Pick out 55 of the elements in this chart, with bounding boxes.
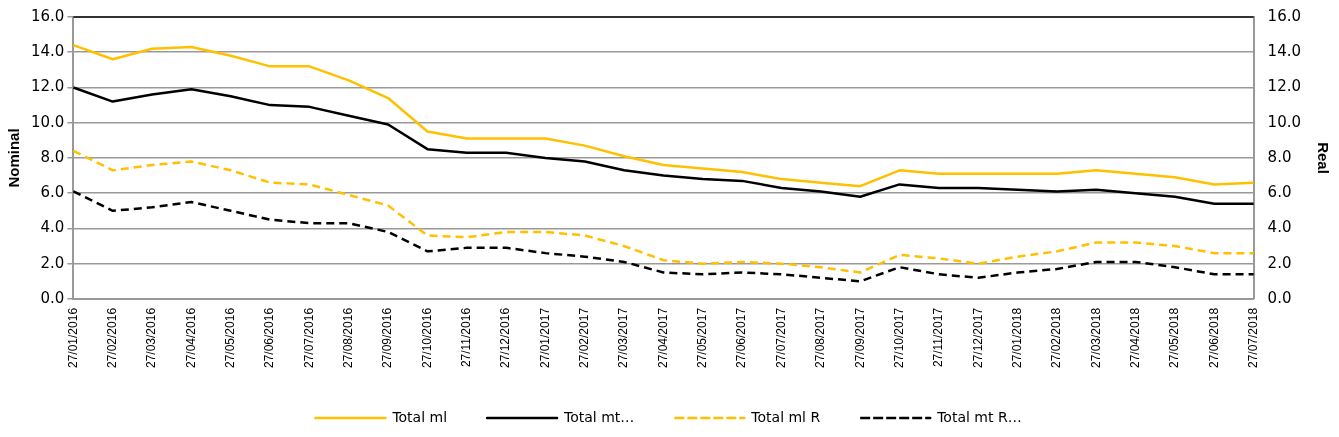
y-tick-label: 8.0	[40, 147, 65, 166]
y2-tick-label: 4.0	[1267, 218, 1292, 237]
x-tick-label: 27/05/2016	[223, 307, 238, 368]
y-tick-label: 16.0	[30, 6, 65, 25]
y-tick-label: 10.0	[30, 112, 65, 131]
y-tick-label: 14.0	[30, 42, 65, 61]
y2-tick-label: 8.0	[1267, 147, 1292, 166]
y-tick-label: 2.0	[40, 253, 65, 272]
x-tick-label: 27/04/2017	[655, 307, 670, 368]
x-tick-label: 27/07/2018	[1245, 307, 1260, 368]
legend-label: Total ml R	[750, 408, 821, 425]
x-tick-label: 27/06/2017	[734, 307, 749, 368]
y-tick-label: 4.0	[40, 218, 65, 237]
y-tick-label: 6.0	[40, 183, 65, 202]
y2-tick-label: 2.0	[1267, 253, 1292, 272]
y-axis-title: Nominal	[5, 128, 23, 188]
x-tick-label: 27/10/2016	[419, 307, 434, 368]
x-tick-label: 27/11/2016	[459, 307, 474, 368]
y2-tick-label: 6.0	[1267, 183, 1292, 202]
x-tick-label: 27/05/2018	[1167, 307, 1182, 368]
x-tick-label: 27/06/2018	[1206, 307, 1221, 368]
y2-tick-label: 12.0	[1267, 77, 1302, 96]
x-tick-label: 27/01/2016	[65, 307, 80, 368]
y2-tick-label: 0.0	[1267, 288, 1292, 307]
x-tick-label: 27/07/2017	[773, 307, 788, 368]
x-tick-label: 27/02/2016	[105, 307, 120, 368]
x-tick-label: 27/01/2018	[1009, 307, 1024, 368]
y2-tick-label: 10.0	[1267, 112, 1302, 131]
x-tick-label: 27/02/2018	[1049, 307, 1064, 368]
x-tick-label: 27/01/2017	[537, 307, 552, 368]
legend-label: Total ml	[391, 408, 448, 425]
x-tick-label: 27/08/2016	[341, 307, 356, 368]
legend-label: Total mt…	[563, 408, 635, 425]
y2-tick-label: 14.0	[1267, 42, 1302, 61]
y2-axis-title: Real	[1314, 142, 1332, 174]
x-tick-label: 27/10/2017	[891, 307, 906, 368]
x-tick-label: 27/03/2018	[1088, 307, 1103, 368]
x-tick-label: 27/07/2016	[301, 307, 316, 368]
x-tick-label: 27/05/2017	[695, 307, 710, 368]
x-tick-label: 27/06/2016	[262, 307, 277, 368]
x-tick-label: 27/12/2016	[498, 307, 513, 368]
x-tick-label: 27/04/2016	[183, 307, 198, 368]
x-tick-label: 27/04/2018	[1127, 307, 1142, 368]
y-tick-label: 0.0	[40, 288, 65, 307]
x-tick-label: 27/03/2017	[616, 307, 631, 368]
x-tick-label: 27/02/2017	[577, 307, 592, 368]
x-tick-label: 27/09/2017	[852, 307, 867, 368]
x-tick-label: 27/03/2016	[144, 307, 159, 368]
y-tick-label: 12.0	[30, 77, 65, 96]
legend-label: Total mt R…	[936, 408, 1022, 425]
x-tick-label: 27/12/2017	[970, 307, 985, 368]
x-tick-label: 27/09/2016	[380, 307, 395, 368]
x-tick-label: 27/11/2017	[931, 307, 946, 368]
y2-tick-label: 16.0	[1267, 6, 1302, 25]
x-tick-label: 27/08/2017	[813, 307, 828, 368]
